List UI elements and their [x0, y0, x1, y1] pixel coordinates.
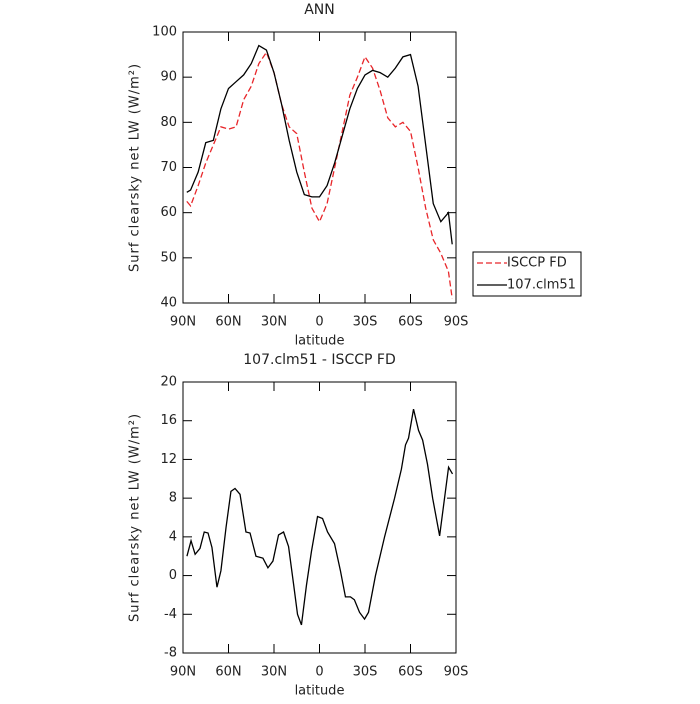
- x-axis-label: latitude: [295, 334, 345, 349]
- x-tick-label: 30N: [261, 315, 287, 330]
- x-tick-label: 0: [315, 665, 323, 680]
- y-tick-label: 8: [169, 491, 177, 506]
- y-tick-label: 16: [160, 413, 177, 428]
- x-tick-label: 90S: [444, 665, 469, 680]
- legend-label: ISCCP FD: [507, 256, 567, 271]
- y-tick-label: 20: [160, 375, 177, 390]
- y-tick-label: 80: [160, 115, 177, 130]
- x-tick-label: 60S: [398, 665, 423, 680]
- y-tick-label: -8: [164, 646, 177, 661]
- y-tick-label: -4: [164, 607, 177, 622]
- y-axis-label: Surf clearsky net LW (W/m²): [128, 63, 143, 272]
- x-tick-label: 60S: [398, 315, 423, 330]
- x-axis-label: latitude: [295, 684, 345, 699]
- x-tick-label: 30S: [353, 315, 378, 330]
- x-tick-label: 90N: [170, 315, 196, 330]
- x-tick-label: 30N: [261, 665, 287, 680]
- y-tick-label: 70: [160, 160, 177, 175]
- data-line: [186, 408, 454, 626]
- legend-box: [472, 251, 582, 297]
- x-tick-label: 90S: [444, 315, 469, 330]
- y-tick-label: 12: [160, 452, 177, 467]
- x-tick-label: 90N: [170, 665, 196, 680]
- data-line: [186, 44, 453, 245]
- data-line: [186, 50, 453, 299]
- x-tick-label: 30S: [353, 665, 378, 680]
- y-tick-label: 40: [160, 296, 177, 311]
- y-tick-label: 90: [160, 70, 177, 85]
- x-tick-label: 60N: [215, 315, 241, 330]
- y-tick-label: 100: [152, 25, 177, 40]
- legend-label: 107.clm51: [507, 278, 576, 293]
- x-tick-label: 60N: [215, 665, 241, 680]
- y-tick-label: 0: [169, 568, 177, 583]
- x-tick-label: 0: [315, 315, 323, 330]
- chart-title: 107.clm51 - ISCCP FD: [243, 352, 395, 368]
- y-axis-label: Surf clearsky net LW (W/m²): [128, 413, 143, 622]
- y-tick-label: 4: [169, 529, 177, 544]
- y-tick-label: 50: [160, 250, 177, 265]
- y-tick-label: 60: [160, 205, 177, 220]
- chart-title: ANN: [304, 2, 335, 18]
